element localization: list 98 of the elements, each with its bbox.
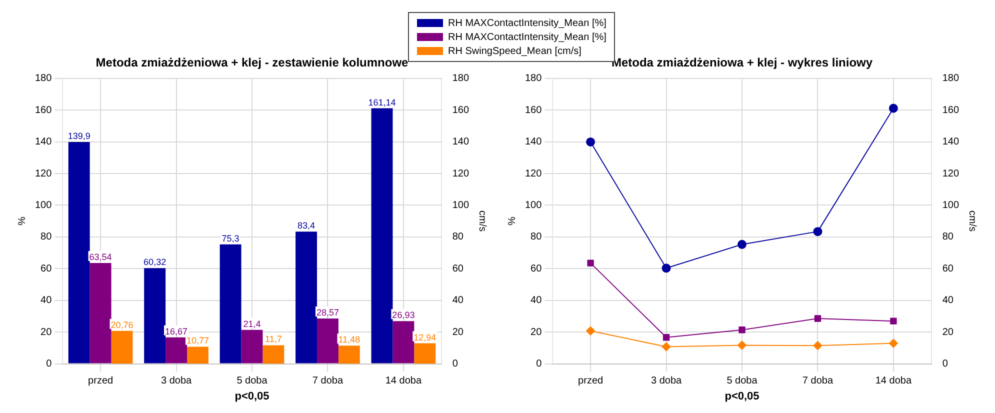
x-tick-label: przed — [88, 376, 114, 387]
y2-tick-label: 40 — [452, 295, 464, 306]
y-tick-label: 140 — [524, 136, 542, 148]
y-tick-label: 180 — [34, 73, 52, 84]
point — [662, 342, 671, 352]
point — [813, 341, 822, 350]
y-tick-label: 120 — [34, 168, 52, 180]
y-tick-label: 60 — [40, 263, 52, 274]
data-label: 16,67 — [165, 326, 188, 336]
legend-label: RH MAXContactIntensity_Mean [%] — [448, 18, 606, 28]
y-tick-label: 120 — [524, 168, 542, 180]
y-tick-label: 0 — [536, 358, 542, 370]
y2-tick-label: 0 — [452, 358, 458, 370]
x-tick-label: 7 doba — [802, 376, 834, 387]
data-label: 10,77 — [186, 336, 209, 346]
y2-tick-label: 100 — [452, 200, 470, 211]
y-tick-label: 100 — [34, 200, 52, 211]
data-label: 26,93 — [392, 310, 415, 320]
point — [813, 227, 822, 236]
point — [586, 326, 596, 336]
y-tick-label: 40 — [40, 295, 52, 306]
y-tick-label: 60 — [530, 263, 542, 274]
y2-tick-label: 40 — [942, 295, 954, 306]
bar — [371, 108, 393, 364]
y-tick-label: 20 — [40, 326, 52, 338]
point — [738, 240, 746, 249]
y2-tick-label: 0 — [942, 358, 948, 370]
point — [888, 338, 898, 348]
point — [738, 326, 746, 334]
x-tick-label: 14 doba — [385, 376, 422, 387]
point — [587, 260, 594, 266]
legend-label: RH MAXContactIntensity_Mean [%] — [448, 32, 606, 42]
x-tick-label: przed — [578, 376, 604, 387]
y-tick-label: 180 — [524, 73, 542, 84]
y2-tick-label: 160 — [452, 104, 470, 116]
data-label: 75,3 — [222, 233, 240, 244]
y-tick-label: 140 — [34, 136, 52, 148]
bar — [68, 142, 90, 364]
x-axis-title: p<0,05 — [724, 390, 760, 402]
point — [662, 264, 671, 273]
y2-tick-label: 120 — [942, 168, 960, 180]
y-tick-label: 160 — [34, 104, 52, 116]
bar — [220, 244, 242, 364]
data-label: 60,32 — [144, 257, 166, 268]
point — [890, 318, 897, 324]
y-tick-label: 80 — [530, 232, 542, 243]
y2-tick-label: 60 — [942, 263, 954, 274]
y-tick-label: 0 — [46, 358, 52, 370]
y-axis-title: % — [506, 216, 518, 226]
x-tick-label: 5 doba — [236, 376, 268, 387]
x-tick-label: 7 doba — [312, 376, 344, 387]
y-tick-label: 100 — [524, 200, 542, 211]
data-label: 28,57 — [316, 307, 339, 318]
bar — [392, 321, 414, 364]
y-tick-label: 80 — [40, 232, 52, 243]
y2-tick-label: 100 — [942, 200, 960, 211]
bar — [317, 318, 338, 364]
data-label: 21,4 — [243, 318, 261, 329]
y2-tick-label: 60 — [452, 263, 464, 274]
x-axis-title: p<0,05 — [234, 390, 270, 402]
x-tick-label: 3 doba — [160, 376, 192, 387]
y-axis-title: % — [16, 216, 28, 226]
data-label: 12,94 — [414, 332, 436, 342]
point — [586, 137, 596, 146]
y2-tick-label: 180 — [452, 73, 470, 84]
y2-tick-label: 180 — [942, 73, 960, 84]
x-tick-label: 5 doba — [726, 376, 758, 387]
data-label: 20,76 — [110, 320, 134, 330]
point — [888, 104, 898, 113]
data-label: 139,9 — [68, 130, 90, 141]
x-tick-label: 3 doba — [650, 376, 682, 387]
x-tick-label: 14 doba — [875, 376, 912, 387]
y2-tick-label: 160 — [942, 104, 960, 116]
data-label: 63,54 — [89, 252, 112, 262]
y2-tick-label: 80 — [942, 232, 954, 243]
data-label: 11,7 — [265, 334, 282, 344]
bar — [90, 263, 112, 364]
bar — [144, 268, 166, 364]
legend-label: RH SwingSpeed_Mean [cm/s] — [448, 46, 582, 56]
y2-tick-label: 140 — [452, 136, 470, 148]
y2-tick-label: 20 — [452, 326, 464, 338]
point — [814, 315, 822, 322]
y2-axis-title: cm/s — [966, 210, 978, 232]
data-label: 11,48 — [338, 334, 360, 345]
data-label: 83,4 — [298, 220, 316, 231]
y-tick-label: 40 — [530, 295, 542, 306]
y2-tick-label: 120 — [452, 168, 470, 180]
y-tick-label: 160 — [524, 104, 542, 116]
y2-tick-label: 140 — [942, 136, 960, 148]
point — [662, 334, 670, 341]
data-label: 161,14 — [368, 97, 396, 108]
y2-tick-label: 20 — [942, 326, 954, 338]
y-tick-label: 20 — [530, 326, 542, 338]
bar — [296, 232, 317, 364]
y2-axis-title: cm/s — [476, 210, 488, 232]
chart-title: Metoda zmiażdżeniowa + klej - zestawienie kolumnowe — [96, 56, 409, 70]
y2-tick-label: 80 — [452, 232, 464, 243]
point — [738, 340, 746, 350]
